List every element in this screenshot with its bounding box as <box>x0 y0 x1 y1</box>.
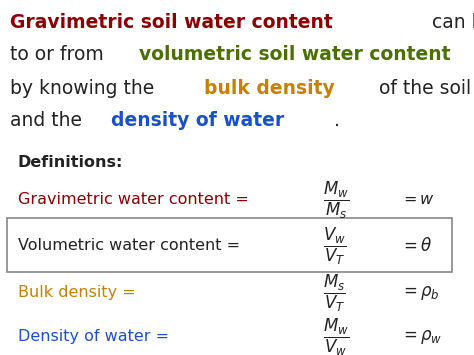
Text: density of water: density of water <box>110 111 284 131</box>
Text: .: . <box>334 111 340 131</box>
Text: by knowing the: by knowing the <box>10 78 160 98</box>
Text: of the soil: of the soil <box>373 78 471 98</box>
Text: bulk density: bulk density <box>204 78 335 98</box>
Text: $= \rho_w$: $= \rho_w$ <box>400 328 442 346</box>
Text: Volumetric water content =: Volumetric water content = <box>18 239 240 253</box>
Text: Density of water =: Density of water = <box>18 329 169 344</box>
Text: $= \theta$: $= \theta$ <box>400 237 432 255</box>
FancyBboxPatch shape <box>7 218 452 272</box>
Text: Gravimetric soil water content: Gravimetric soil water content <box>10 12 333 32</box>
Text: Bulk density =: Bulk density = <box>18 285 136 300</box>
Text: volumetric soil water content: volumetric soil water content <box>139 45 450 65</box>
Text: Definitions:: Definitions: <box>18 155 123 170</box>
Text: $\dfrac{V_w}{V_T}$: $\dfrac{V_w}{V_T}$ <box>323 225 346 267</box>
Text: and the: and the <box>10 111 88 131</box>
Text: $\dfrac{M_s}{V_T}$: $\dfrac{M_s}{V_T}$ <box>323 272 346 313</box>
Text: $= w$: $= w$ <box>400 192 435 208</box>
Text: can be converted: can be converted <box>427 12 474 32</box>
Text: $\dfrac{M_w}{M_s}$: $\dfrac{M_w}{M_s}$ <box>323 179 349 220</box>
Text: $= \rho_b$: $= \rho_b$ <box>400 284 440 302</box>
Text: to or from: to or from <box>10 45 110 65</box>
Text: $\dfrac{M_w}{V_w}$: $\dfrac{M_w}{V_w}$ <box>323 316 349 355</box>
Text: Gravimetric water content =: Gravimetric water content = <box>18 192 249 208</box>
